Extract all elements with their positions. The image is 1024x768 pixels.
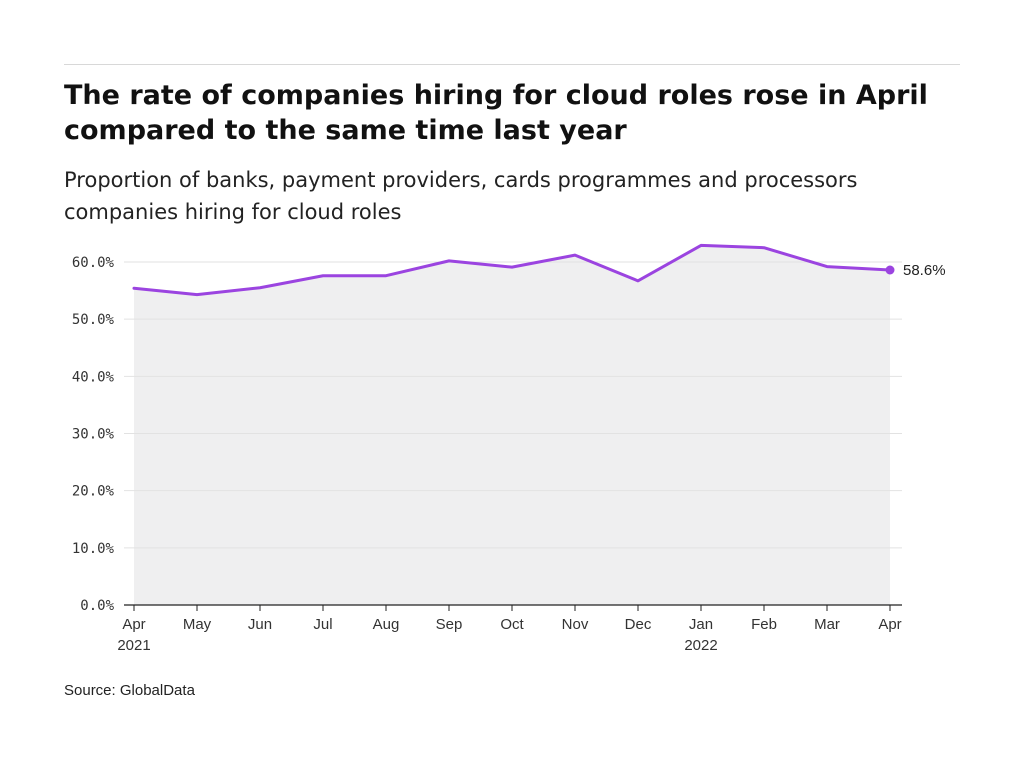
- y-tick-label: 30.0%: [72, 427, 115, 443]
- x-tick-label: Aug: [373, 616, 400, 633]
- x-tick-label: Feb: [751, 616, 777, 633]
- x-tick-label: Dec: [625, 616, 652, 633]
- x-tick-label: Mar: [814, 616, 840, 633]
- top-divider: [64, 64, 960, 65]
- y-tick-label: 0.0%: [80, 598, 114, 614]
- chart-subtitle: Proportion of banks, payment providers, …: [64, 168, 858, 224]
- x-tick-year-label: 2021: [117, 637, 150, 654]
- y-tick-label: 60.0%: [72, 255, 115, 271]
- series-line: [132, 243, 892, 297]
- y-tick-label: 40.0%: [72, 369, 115, 385]
- y-tick-label: 50.0%: [72, 312, 115, 328]
- x-tick-label: Apr: [122, 616, 145, 633]
- end-value-label: 58.6%: [903, 262, 946, 279]
- end-point-marker: [885, 265, 895, 275]
- x-tick-label: Oct: [500, 616, 524, 633]
- chart-title: The rate of companies hiring for cloud r…: [64, 80, 928, 146]
- x-tick-label: Jan: [689, 616, 713, 633]
- source-note: Source: GlobalData: [64, 682, 195, 699]
- x-tick-label: Nov: [562, 616, 589, 633]
- x-tick-label: May: [183, 616, 212, 633]
- x-tick-label: Sep: [436, 616, 463, 633]
- y-tick-label: 10.0%: [72, 541, 115, 557]
- x-tick-label: Jun: [248, 616, 272, 633]
- x-tick-label: Apr: [878, 616, 901, 633]
- y-tick-label: 20.0%: [72, 484, 115, 500]
- x-tick-year-label: 2022: [684, 637, 717, 654]
- area-fill: [134, 245, 890, 605]
- x-tick-label: Jul: [313, 616, 332, 633]
